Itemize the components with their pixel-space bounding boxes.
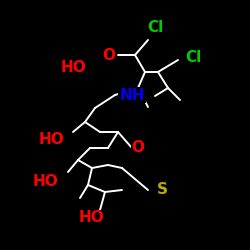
- Text: NH: NH: [119, 88, 145, 102]
- Text: Cl: Cl: [147, 20, 163, 36]
- Text: HO: HO: [39, 132, 65, 148]
- Text: HO: HO: [78, 210, 104, 226]
- Text: O: O: [102, 48, 116, 62]
- Text: HO: HO: [33, 174, 59, 190]
- Text: Cl: Cl: [185, 50, 201, 66]
- Text: O: O: [132, 140, 144, 156]
- Text: S: S: [156, 182, 168, 198]
- Text: HO: HO: [61, 60, 87, 76]
